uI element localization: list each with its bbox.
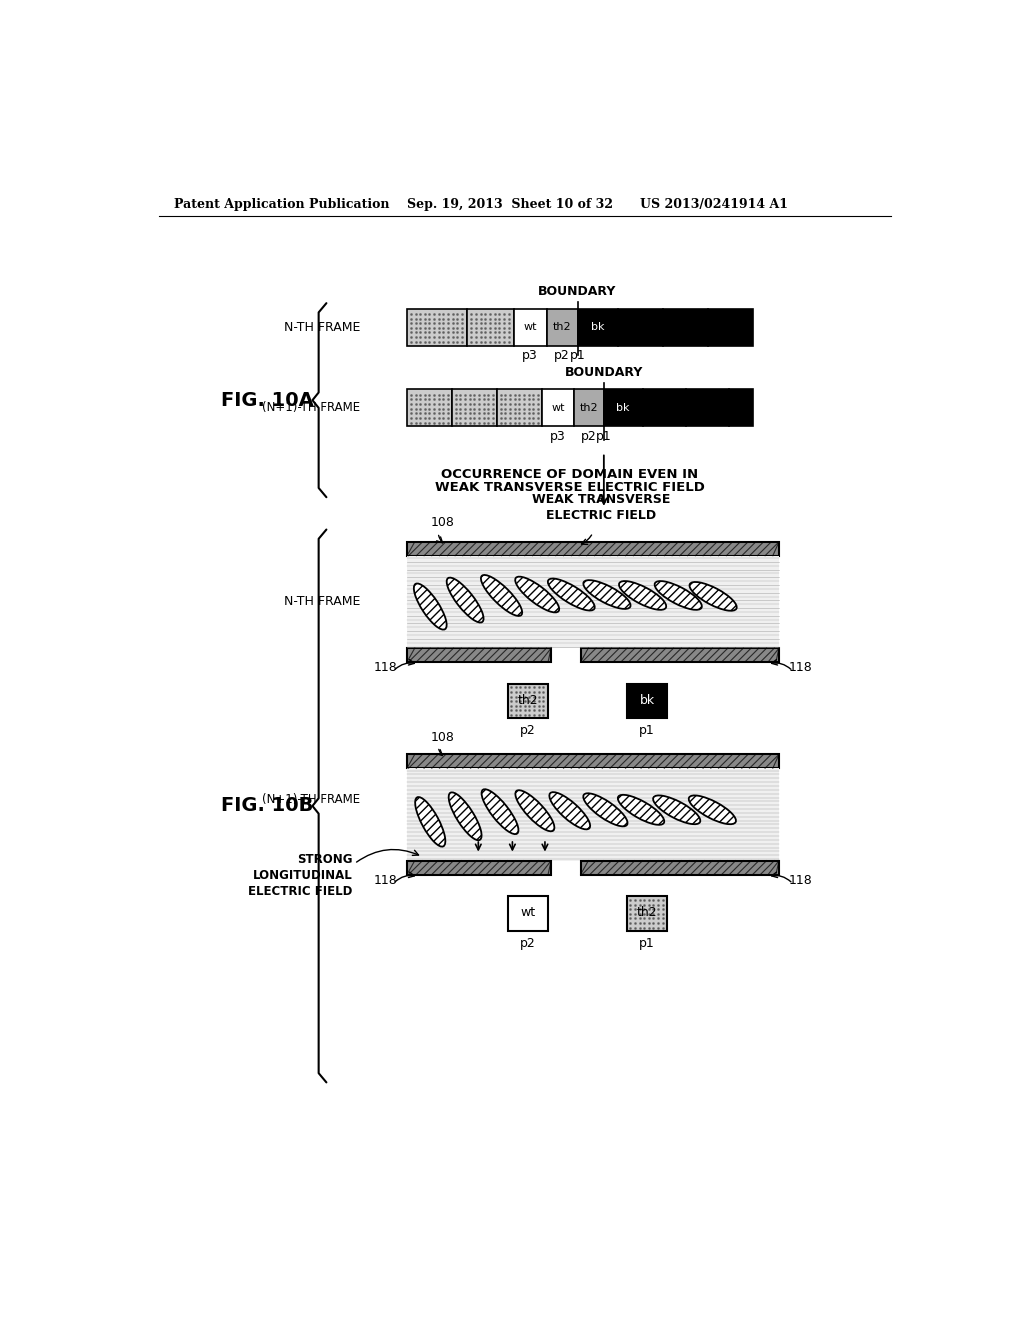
Ellipse shape — [446, 578, 483, 623]
Ellipse shape — [449, 792, 481, 841]
Bar — [663, 309, 708, 346]
Text: BOUNDARY: BOUNDARY — [564, 366, 643, 379]
Text: wt: wt — [551, 403, 565, 413]
Bar — [508, 684, 548, 718]
Text: 118: 118 — [374, 874, 397, 887]
Bar — [581, 861, 779, 875]
Bar — [407, 861, 551, 875]
Text: wt: wt — [520, 907, 536, 920]
Text: p1: p1 — [596, 430, 611, 444]
Text: th2: th2 — [553, 322, 571, 333]
Bar — [407, 648, 551, 663]
Text: FIG. 10B: FIG. 10B — [221, 796, 313, 814]
Text: p1: p1 — [639, 723, 655, 737]
Bar — [542, 389, 574, 426]
Text: 118: 118 — [788, 661, 813, 675]
Text: p2: p2 — [554, 350, 570, 363]
Text: 108: 108 — [430, 516, 454, 529]
Ellipse shape — [414, 583, 446, 630]
Ellipse shape — [617, 795, 665, 825]
Text: WEAK TRANSVERSE
ELECTRIC FIELD: WEAK TRANSVERSE ELECTRIC FIELD — [531, 492, 670, 521]
Ellipse shape — [549, 792, 590, 829]
Text: STRONG
LONGITUDINAL
ELECTRIC FIELD: STRONG LONGITUDINAL ELECTRIC FIELD — [249, 853, 352, 898]
Text: 118: 118 — [374, 661, 397, 675]
Text: US 2013/0241914 A1: US 2013/0241914 A1 — [640, 198, 787, 211]
Ellipse shape — [481, 576, 522, 616]
Text: bk: bk — [640, 694, 654, 708]
Bar — [508, 896, 548, 931]
Ellipse shape — [548, 578, 595, 611]
Bar — [729, 389, 753, 426]
Bar — [574, 389, 604, 426]
Bar — [686, 389, 729, 426]
Text: wt: wt — [523, 322, 537, 333]
Bar — [547, 309, 578, 346]
Text: WEAK TRANSVERSE ELECTRIC FIELD: WEAK TRANSVERSE ELECTRIC FIELD — [435, 480, 705, 494]
Text: Patent Application Publication: Patent Application Publication — [174, 198, 390, 211]
Text: 108: 108 — [430, 730, 454, 743]
Text: (N+1)-TH FRAME: (N+1)-TH FRAME — [262, 792, 360, 805]
Bar — [514, 309, 547, 346]
Bar — [627, 684, 668, 718]
Bar — [581, 648, 779, 663]
Bar — [407, 556, 779, 648]
Bar — [578, 309, 617, 346]
Text: bk: bk — [616, 403, 630, 413]
Bar — [452, 389, 497, 426]
Text: th2: th2 — [580, 403, 598, 413]
Text: p1: p1 — [639, 936, 655, 949]
Ellipse shape — [415, 797, 445, 846]
Text: Sep. 19, 2013  Sheet 10 of 32: Sep. 19, 2013 Sheet 10 of 32 — [407, 198, 613, 211]
Text: 118: 118 — [788, 874, 813, 887]
Ellipse shape — [584, 793, 628, 826]
Ellipse shape — [654, 581, 701, 610]
Text: p2: p2 — [520, 723, 536, 737]
Ellipse shape — [515, 577, 559, 612]
Text: bk: bk — [591, 322, 604, 333]
Text: p3: p3 — [522, 350, 538, 363]
Bar — [604, 389, 643, 426]
Bar — [467, 309, 514, 346]
Bar — [407, 755, 779, 768]
Bar — [407, 309, 467, 346]
Text: p3: p3 — [550, 430, 566, 444]
Text: OCCURRENCE OF DOMAIN EVEN IN: OCCURRENCE OF DOMAIN EVEN IN — [441, 469, 698, 480]
Text: p2: p2 — [520, 936, 536, 949]
Text: p2: p2 — [582, 430, 597, 444]
Bar — [627, 896, 668, 931]
Ellipse shape — [689, 796, 736, 824]
Text: p1: p1 — [569, 350, 586, 363]
Bar — [643, 389, 686, 426]
Bar — [708, 309, 753, 346]
Text: N-TH FRAME: N-TH FRAME — [284, 595, 360, 609]
Bar — [407, 541, 779, 556]
Text: FIG. 10A: FIG. 10A — [221, 392, 313, 411]
Ellipse shape — [515, 791, 554, 832]
Text: (N+1)-TH FRAME: (N+1)-TH FRAME — [262, 401, 360, 414]
Bar — [407, 768, 779, 861]
Ellipse shape — [584, 581, 631, 609]
Text: th2: th2 — [637, 907, 657, 920]
Text: BOUNDARY: BOUNDARY — [539, 285, 616, 298]
Bar — [617, 309, 663, 346]
Ellipse shape — [618, 581, 667, 610]
Text: th2: th2 — [517, 694, 539, 708]
Text: N-TH FRAME: N-TH FRAME — [284, 321, 360, 334]
Bar — [407, 389, 452, 426]
Ellipse shape — [653, 796, 700, 824]
Ellipse shape — [689, 582, 736, 611]
Ellipse shape — [481, 789, 518, 834]
Bar — [497, 389, 542, 426]
